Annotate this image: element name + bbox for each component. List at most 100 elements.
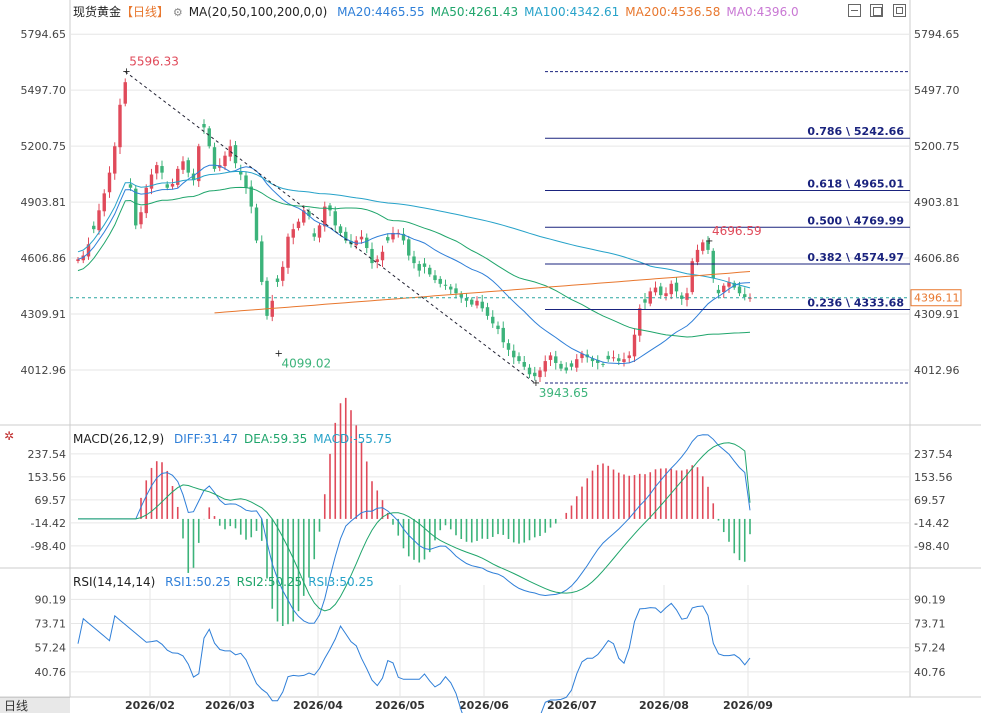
candle-body [512,350,516,358]
candle-body [139,212,143,225]
symbol-name: 现货黄金 [73,5,122,19]
candle-body [244,175,248,188]
candle-body [548,355,553,360]
candle-body [596,359,600,363]
candle-body [344,231,348,241]
macd-tick-right: -14.42 [914,517,949,530]
candle-body [464,297,469,301]
candle-body [695,249,700,263]
restore-icon[interactable] [870,4,883,17]
time-tick: 2026/08 [639,699,689,712]
price-tick-left: 4606.86 [21,252,67,265]
candle-body [370,248,374,264]
candle-body [170,183,175,187]
candle-body [748,297,752,299]
candle-body [317,225,322,238]
candle-body [701,242,705,251]
candle-body [716,289,721,294]
candle-body [496,325,500,330]
settings-gear-icon[interactable]: ⚙ [172,6,183,19]
extreme-marker: + [705,236,713,247]
candle-body [228,146,232,157]
rsi-tick-right: 90.19 [914,593,946,606]
candle-body [76,259,80,262]
rsi-tick-left: 57.24 [35,642,67,655]
price-tick-left: 4309.91 [21,308,67,321]
time-tick: 2026/05 [375,699,425,712]
macd-label[interactable]: MACD(26,12,9) [73,432,165,446]
candle-body [328,205,332,211]
main-chart-header: 现货黄金【日线】 ⚙ MA(20,50,100,200,0,0) MA20:44… [73,5,799,20]
candle-body [727,281,731,287]
extreme-label-high: 4696.59 [712,224,762,238]
candle-body [506,343,511,350]
extreme-label-low: 4099.02 [282,357,332,371]
indicator-settings-icon[interactable]: ✲ [4,429,15,443]
rsi-tick-left: 73.71 [35,618,67,631]
candle-body [386,237,390,241]
ma50-line [77,186,751,338]
ma-value-1: MA50:4261.43 [430,5,519,19]
candle-body [407,239,411,256]
candle-body [202,124,206,128]
price-tick-left: 5794.65 [21,28,67,41]
candle-body [669,283,673,295]
candle-body [611,357,616,359]
candle-body [470,299,474,305]
extreme-label-low: 3943.65 [539,386,589,400]
candle-body [265,280,269,316]
macd-value-0: DIFF:31.47 [173,432,239,446]
candle-body [134,188,138,226]
candle-body [333,211,337,226]
current-price-value: 4396.11 [914,292,960,305]
candle-body [312,233,316,237]
time-tick: 2026/02 [125,699,175,712]
candle-body [617,358,621,362]
trend-line [124,71,536,384]
candle-body [632,334,637,357]
candle-body [176,168,180,185]
candle-body [564,367,568,371]
candle-body [443,284,448,286]
ma-value-3: MA200:4536.58 [625,5,721,19]
macd-header: MACD(26,12,9) DIFF:31.47 DEA:59.35 MACD:-5… [73,432,392,446]
rsi-line [77,602,751,713]
price-tick-right: 4309.91 [914,308,960,321]
candle-body [412,256,416,264]
candle-body [155,165,159,174]
macd-tick-right: 153.56 [914,471,953,484]
candle-body [197,146,201,182]
maximize-icon[interactable] [893,4,906,17]
candle-body [664,293,668,297]
extreme-marker: + [122,67,130,78]
candle-body [349,240,353,245]
time-tick: 2026/09 [723,699,773,712]
candle-body [601,363,605,365]
ma200-line [214,271,751,314]
macd-tick-left: -14.42 [31,517,66,530]
candle-body [428,267,432,275]
period-tab[interactable]: 日线 [0,697,70,713]
candle-body [86,244,91,257]
candle-body [118,104,122,148]
candle-body [286,236,290,268]
period-tag[interactable]: 【日线】 [121,5,170,19]
extreme-marker: + [275,349,283,360]
candle-body [627,355,631,359]
time-tick: 2026/03 [205,699,255,712]
minimize-icon[interactable] [848,4,861,17]
candle-body [569,363,574,367]
candle-body [433,275,437,281]
ma-indicator-label[interactable]: MA(20,50,100,200,0,0) [188,5,328,19]
rsi-label[interactable]: RSI(14,14,14) [73,575,156,589]
extreme-marker: + [532,378,540,389]
candle-body [359,236,364,240]
current-price-tag [910,289,962,307]
candle-body [401,233,406,241]
candle-body [281,266,285,281]
candle-body [559,363,563,369]
time-tick: 2026/04 [293,699,343,712]
candle-body [380,251,385,261]
ma-value-2: MA100:4342.61 [524,5,620,19]
candle-body [485,307,490,316]
